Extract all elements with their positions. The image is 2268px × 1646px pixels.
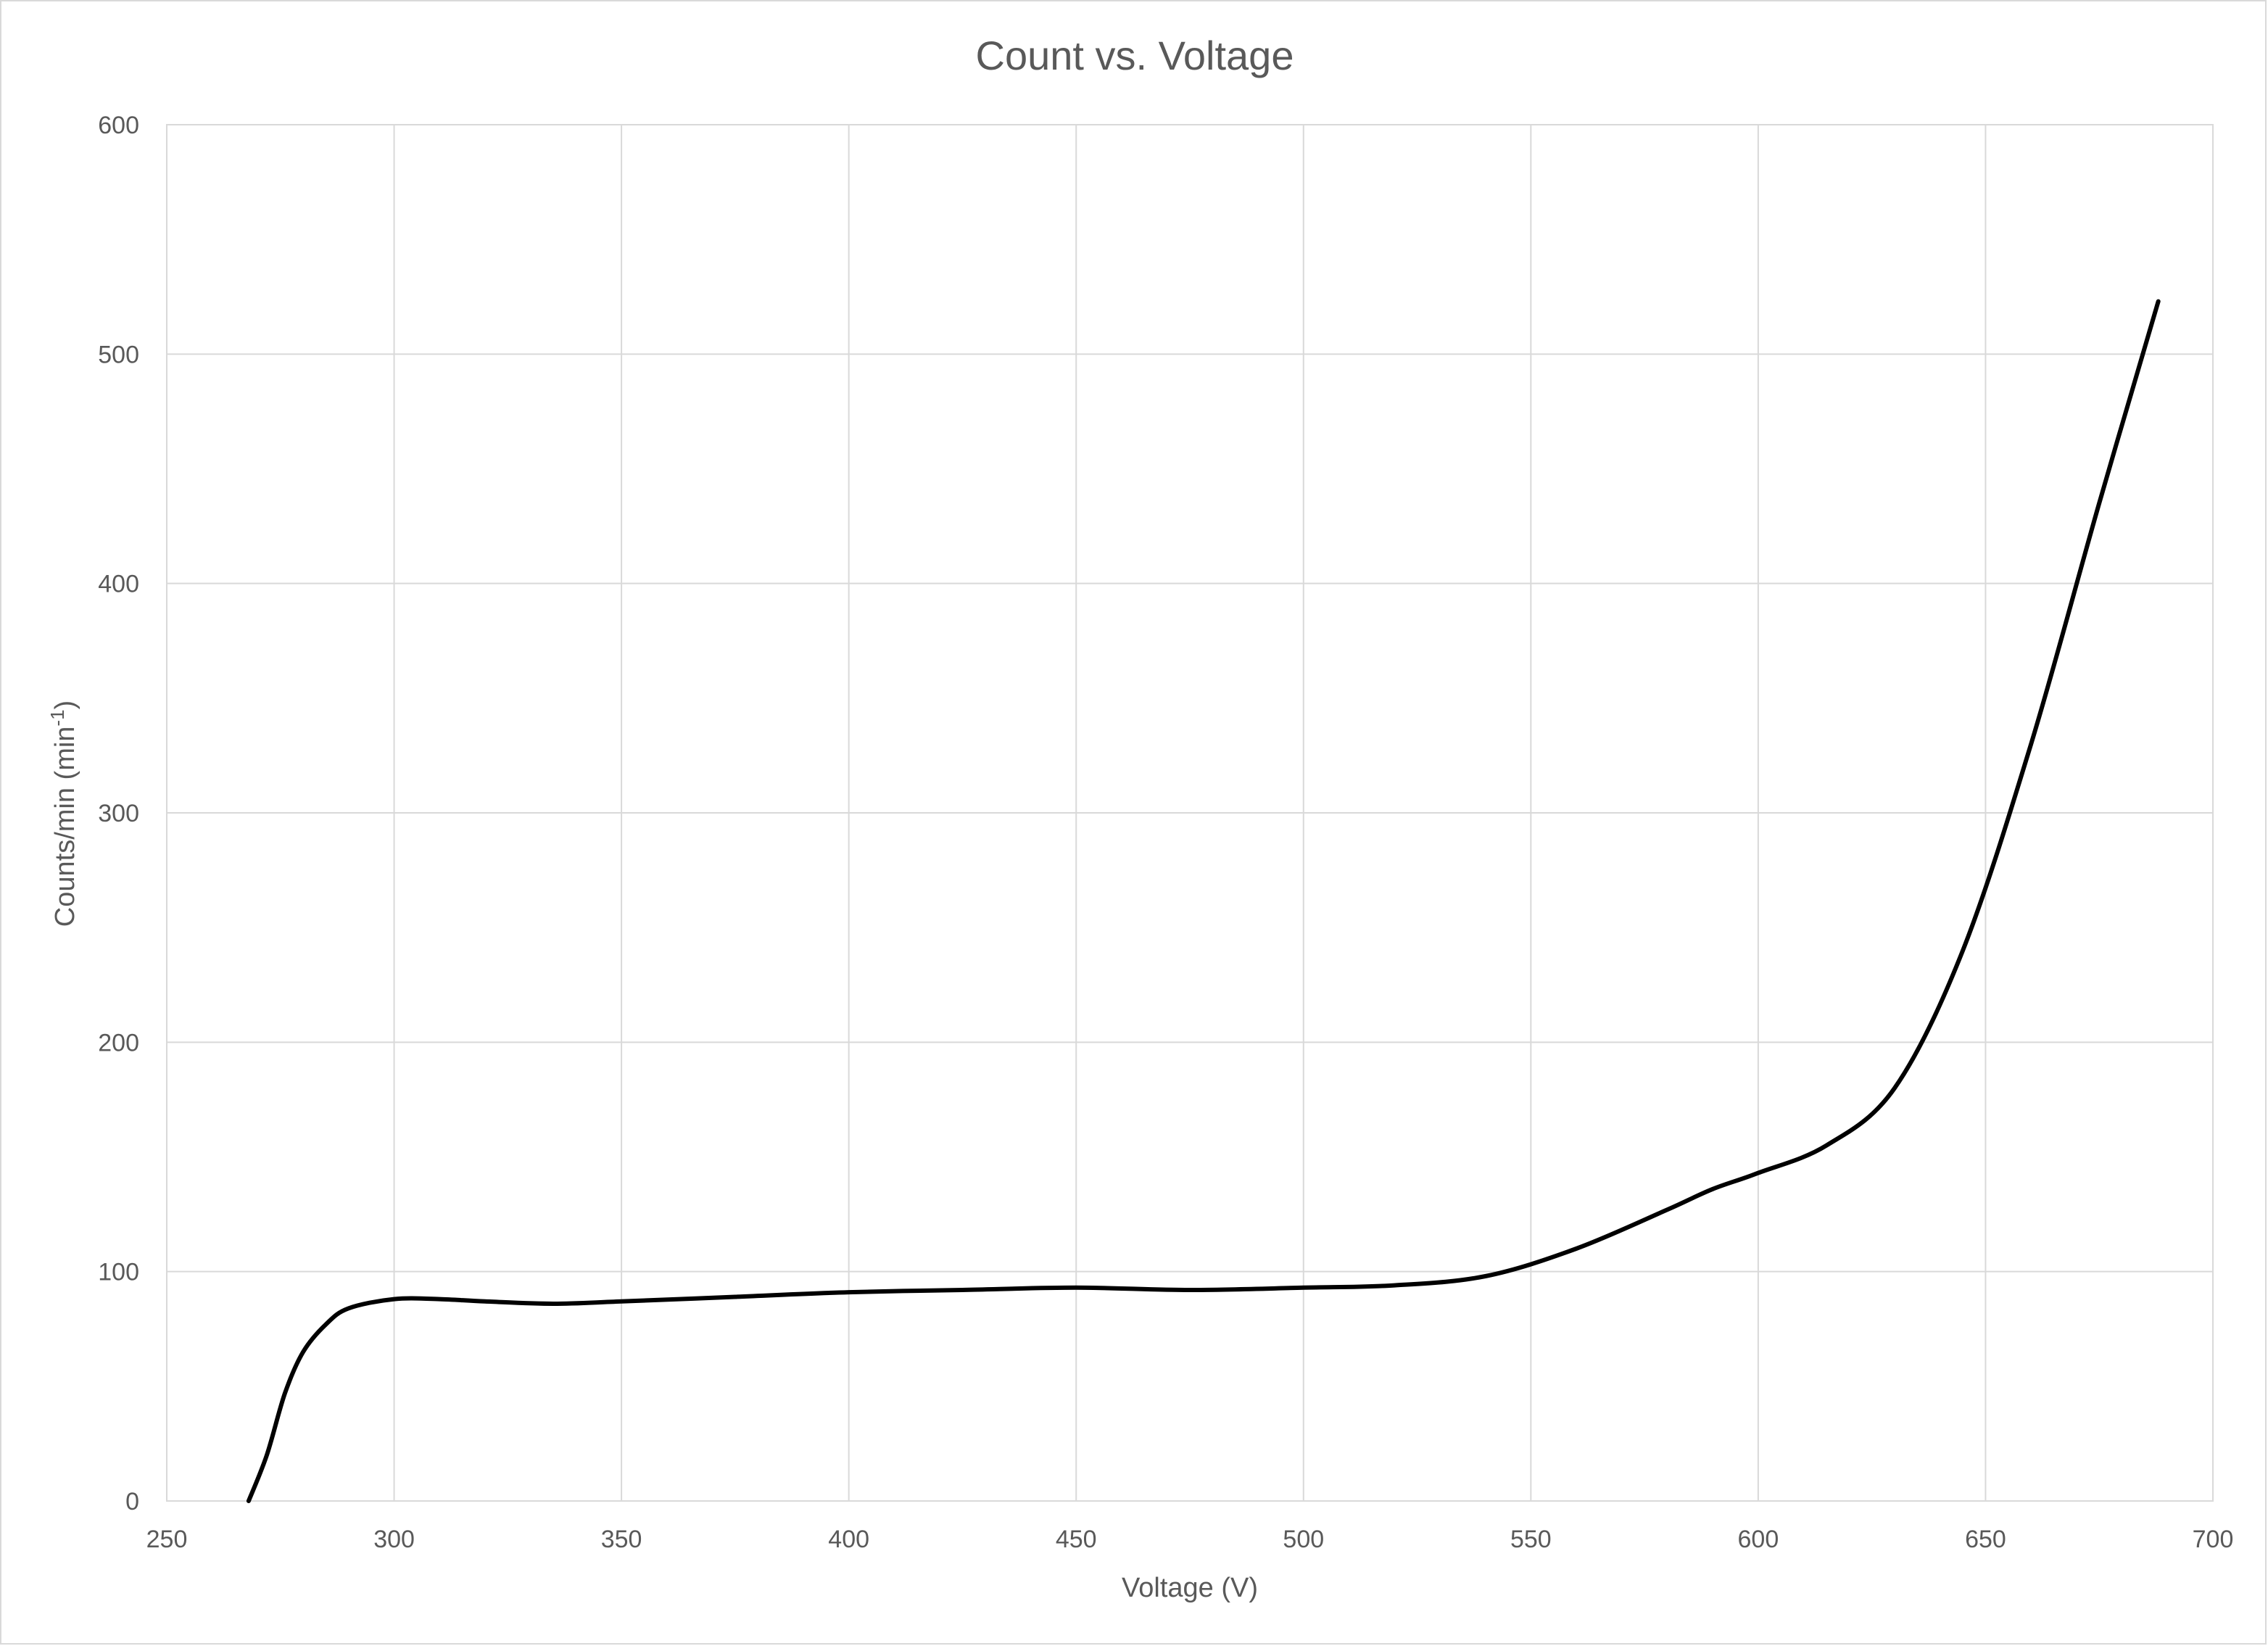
series-layer xyxy=(246,299,2161,1503)
x-tick-label-300: 300 xyxy=(373,1526,415,1553)
horizontal-gridlines xyxy=(167,124,2213,1502)
x-tick-label-600: 600 xyxy=(1738,1526,1779,1553)
y-tick-label-300: 300 xyxy=(98,800,139,827)
x-tick-label-250: 250 xyxy=(146,1526,188,1553)
x-tick-label-650: 650 xyxy=(1965,1526,2006,1553)
y-tick-label-0: 0 xyxy=(125,1488,139,1515)
x-axis-tick-labels: 250 300 350 400 450 500 550 600 650 700 xyxy=(146,1526,2234,1553)
chart-title: Count vs. Voltage xyxy=(976,33,1294,78)
y-axis-title-end: ) xyxy=(50,700,80,710)
y-axis-title: Counts/min (min-1) xyxy=(46,700,80,927)
plot-area-border xyxy=(166,124,2214,1502)
x-tick-label-500: 500 xyxy=(1283,1526,1324,1553)
y-axis-tick-labels: 0 100 200 300 400 500 600 xyxy=(98,112,139,1515)
y-axis-title-main: Counts/min (min xyxy=(50,727,80,927)
y-tick-label-600: 600 xyxy=(98,112,139,139)
x-tick-label-350: 350 xyxy=(601,1526,642,1553)
x-axis-title: Voltage (V) xyxy=(1122,1573,1258,1603)
x-tick-label-450: 450 xyxy=(1056,1526,1097,1553)
series-line-0 xyxy=(246,299,2161,1503)
y-axis-title-superscript: -1 xyxy=(46,709,68,726)
y-tick-label-500: 500 xyxy=(98,341,139,368)
y-tick-label-400: 400 xyxy=(98,571,139,598)
x-tick-label-400: 400 xyxy=(828,1526,869,1553)
y-tick-label-200: 200 xyxy=(98,1029,139,1056)
y-tick-label-100: 100 xyxy=(98,1259,139,1286)
x-tick-label-700: 700 xyxy=(2193,1526,2234,1553)
x-tick-label-550: 550 xyxy=(1510,1526,1552,1553)
